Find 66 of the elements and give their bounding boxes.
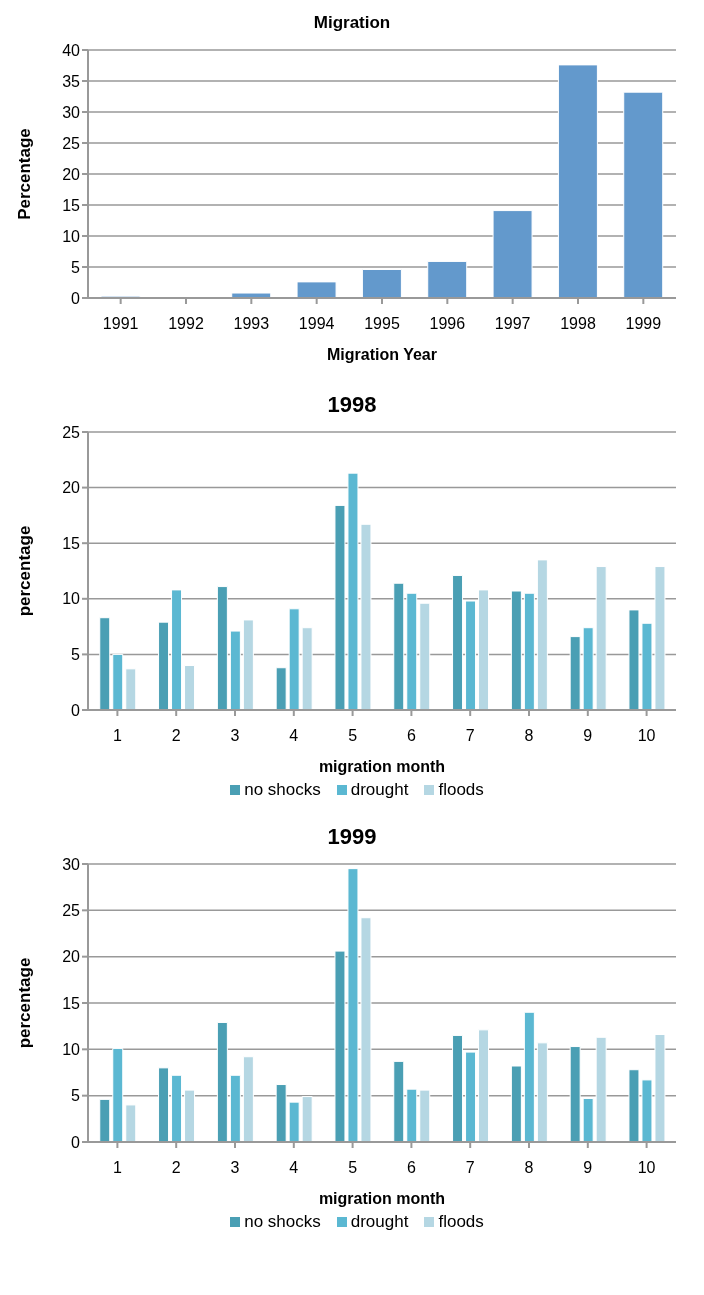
- x-axis-title: Migration Year: [327, 346, 437, 363]
- x-tick-label: 2: [171, 727, 181, 745]
- x-tick-label: 10: [637, 1159, 656, 1177]
- y-tick-label: 0: [71, 289, 81, 307]
- legend-label: no shocks: [244, 780, 321, 800]
- chart-title: 1998: [326, 391, 378, 419]
- y-tick-label: 35: [62, 72, 81, 90]
- legend-label: floods: [438, 780, 484, 800]
- y-tick-label: 10: [62, 1041, 81, 1059]
- y-tick-label: 25: [62, 134, 81, 152]
- y-tick-label: 10: [62, 590, 81, 608]
- x-tick-label: 1: [112, 727, 122, 745]
- y-tick-label: 20: [62, 948, 81, 966]
- x-tick-label: 1998: [560, 315, 596, 333]
- x-tick-label: 5: [348, 727, 358, 745]
- y-tick-label: 5: [71, 1087, 81, 1105]
- x-tick-label: 1996: [429, 315, 466, 333]
- legend-label: no shocks: [244, 1212, 321, 1232]
- x-tick-label: 1: [112, 1159, 122, 1177]
- y-axis-title: percentage: [15, 957, 35, 1049]
- y-tick-label: 40: [62, 41, 81, 59]
- x-tick-label: 4: [289, 1159, 299, 1177]
- x-tick-label: 9: [583, 1159, 593, 1177]
- x-axis-title: migration month: [318, 758, 446, 775]
- x-tick-label: 1993: [233, 315, 270, 333]
- x-tick-label: 8: [524, 727, 534, 745]
- x-tick-label: 8: [524, 1159, 534, 1177]
- x-tick-label: 7: [465, 727, 475, 745]
- x-tick-label: 2: [171, 1159, 181, 1177]
- y-tick-label: 5: [71, 646, 81, 664]
- y-tick-label: 25: [62, 423, 81, 441]
- x-tick-label: 3: [230, 727, 240, 745]
- x-tick-label: 10: [637, 727, 656, 745]
- y-tick-label: 15: [62, 994, 81, 1012]
- x-tick-label: 7: [465, 1159, 475, 1177]
- chart-title: Migration: [312, 12, 392, 34]
- x-tick-label: 4: [289, 727, 299, 745]
- chart-title: 1999: [326, 823, 378, 851]
- y-tick-label: 20: [62, 165, 81, 183]
- x-tick-label: 3: [230, 1159, 240, 1177]
- y-tick-label: 15: [62, 534, 81, 552]
- legend-label: drought: [350, 780, 409, 800]
- y-tick-label: 15: [62, 196, 81, 214]
- y-tick-label: 20: [62, 479, 81, 497]
- x-tick-label: 5: [348, 1159, 358, 1177]
- x-tick-label: 1994: [298, 315, 335, 333]
- legend-label: floods: [438, 1212, 484, 1232]
- x-tick-label: 1997: [494, 315, 531, 333]
- y-tick-label: 30: [62, 103, 81, 121]
- y-tick-label: 0: [71, 701, 81, 719]
- x-tick-label: 6: [406, 1159, 416, 1177]
- x-tick-label: 1991: [102, 315, 139, 333]
- y-tick-label: 30: [62, 855, 81, 873]
- y-axis-title: Percentage: [15, 128, 35, 220]
- y-tick-label: 5: [71, 258, 81, 276]
- x-tick-label: 1992: [168, 315, 204, 333]
- legend-label: drought: [350, 1212, 409, 1232]
- x-tick-label: 9: [583, 727, 593, 745]
- y-axis-title: percentage: [15, 525, 35, 617]
- x-tick-label: 1999: [625, 315, 662, 333]
- x-tick-label: 1995: [364, 315, 400, 333]
- x-axis-title: migration month: [318, 1190, 446, 1207]
- y-tick-label: 25: [62, 902, 81, 920]
- y-tick-label: 10: [62, 227, 81, 245]
- x-tick-label: 6: [406, 727, 416, 745]
- y-tick-label: 0: [71, 1133, 81, 1151]
